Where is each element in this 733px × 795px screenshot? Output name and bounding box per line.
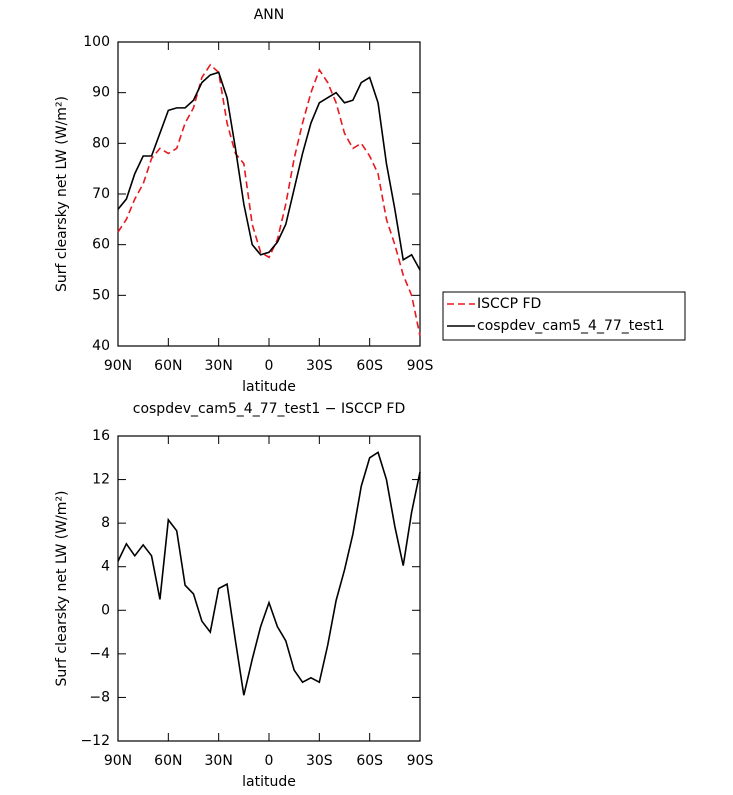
x-tick-label: 60N: [154, 753, 182, 769]
legend-label: cospdev_cam5_4_77_test1: [477, 318, 665, 334]
x-tick-label: 90N: [104, 753, 132, 769]
legend-label: ISCCP FD: [477, 296, 541, 312]
y-tick-label: 12: [92, 472, 110, 488]
y-tick-label: 16: [92, 428, 110, 444]
x-tick-label: 60S: [356, 753, 383, 769]
y-tick-label: 0: [101, 602, 110, 618]
data-line: [117, 451, 421, 696]
x-axis-label: latitude: [242, 774, 296, 790]
data-line: [117, 71, 421, 271]
y-tick-label: 60: [92, 237, 110, 253]
x-tick-label: 60N: [154, 358, 182, 374]
x-tick-label: 30S: [306, 358, 333, 374]
x-tick-label: 0: [265, 753, 274, 769]
y-tick-label: −8: [89, 689, 110, 705]
legend-box: [442, 291, 686, 341]
y-tick-label: 100: [83, 34, 110, 50]
x-tick-label: 90S: [407, 753, 434, 769]
x-tick-label: 90S: [407, 358, 434, 374]
chart-title: ANN: [254, 7, 285, 23]
plot-frame: [117, 435, 421, 742]
y-tick-label: −12: [80, 733, 110, 749]
y-tick-label: 70: [92, 186, 110, 202]
chart-title: cospdev_cam5_4_77_test1 − ISCCP FD: [133, 401, 406, 417]
y-tick-label: 90: [92, 85, 110, 101]
x-tick-label: 30N: [205, 753, 233, 769]
x-tick-label: 0: [265, 358, 274, 374]
x-tick-label: 30S: [306, 753, 333, 769]
data-line: [117, 63, 421, 337]
y-tick-label: 80: [92, 135, 110, 151]
y-tick-label: 4: [101, 559, 110, 575]
y-tick-label: 8: [101, 515, 110, 531]
x-tick-label: 60S: [356, 358, 383, 374]
x-axis-label: latitude: [242, 379, 296, 395]
y-tick-label: 50: [92, 287, 110, 303]
y-tick-label: −4: [89, 646, 110, 662]
x-tick-label: 90N: [104, 358, 132, 374]
y-tick-label: 40: [92, 338, 110, 354]
y-axis-label: Surf clearsky net LW (W/m²): [54, 490, 70, 686]
plot-frame: [117, 41, 421, 347]
y-axis-label: Surf clearsky net LW (W/m²): [54, 96, 70, 292]
x-tick-label: 30N: [205, 358, 233, 374]
